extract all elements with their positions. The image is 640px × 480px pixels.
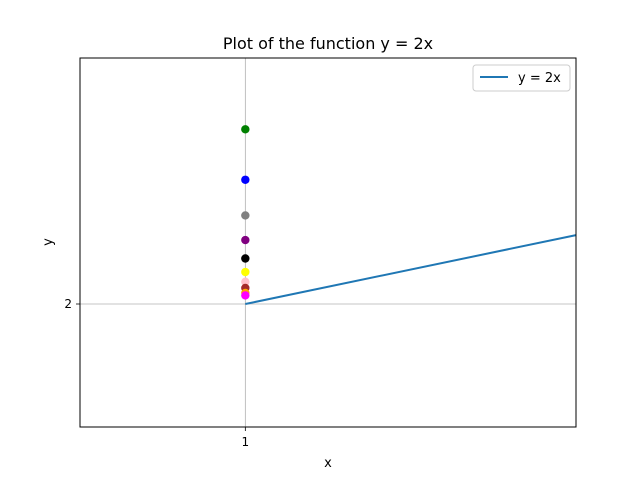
x-tick-label: 1 — [242, 435, 250, 449]
legend-label: y = 2x — [518, 71, 561, 86]
scatter-point — [241, 211, 250, 220]
series-layer — [245, 234, 577, 305]
x-axis-label: x — [324, 456, 332, 471]
legend-box — [472, 64, 571, 92]
y-axis-label: y — [41, 238, 56, 246]
axis-ticks: 12 — [64, 297, 249, 449]
scatter-point — [241, 291, 250, 300]
legend: y = 2x — [472, 64, 571, 92]
scatter-points — [241, 125, 250, 300]
scatter-point — [241, 235, 250, 245]
scatter-point — [241, 254, 250, 263]
scatter-point — [241, 175, 250, 184]
scatter-point — [241, 125, 250, 134]
series-line — [245, 234, 577, 305]
scatter-point — [241, 277, 250, 287]
chart-title: Plot of the function y = 2x — [223, 34, 433, 53]
plot-frame — [79, 57, 577, 428]
scatter-point — [241, 267, 250, 277]
y-tick-label: 2 — [64, 297, 72, 311]
